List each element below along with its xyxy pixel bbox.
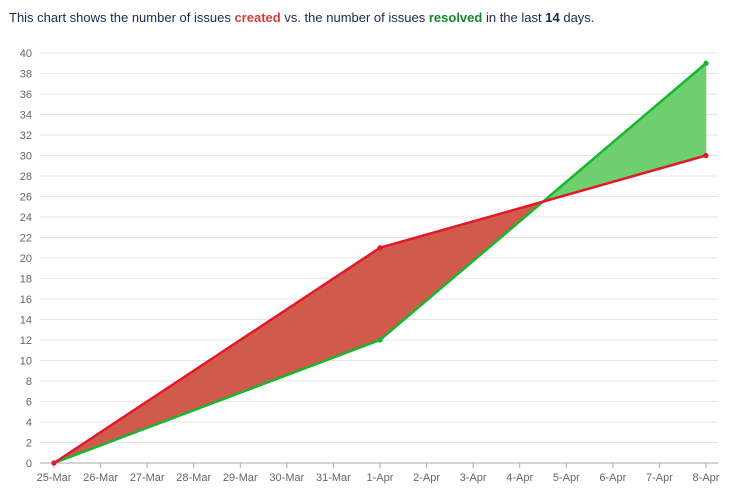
y-tick-label-0: 0 bbox=[26, 458, 32, 470]
caption-resolved-label: resolved bbox=[428, 10, 483, 25]
caption-prefix: This chart shows the number of issues bbox=[9, 10, 231, 25]
chart-caption: This chart shows the number of issues cr… bbox=[9, 10, 594, 25]
caption-suffix-before: in the last bbox=[485, 10, 542, 25]
y-tick-label-14: 14 bbox=[20, 315, 32, 327]
y-tick-label-12: 12 bbox=[20, 335, 32, 347]
caption-middle: vs. the number of issues bbox=[284, 10, 426, 25]
data-points bbox=[51, 60, 709, 466]
x-axis-tick-labels: 25-Mar 26-Mar 27-Mar 28-Mar 29-Mar 30-Mar 31-M… bbox=[37, 472, 720, 484]
caption-created-label: created bbox=[234, 10, 281, 25]
y-tick-label-22: 22 bbox=[20, 233, 32, 245]
x-tick-label-28-Mar: 28-Mar bbox=[176, 472, 211, 484]
y-tick-label-20: 20 bbox=[20, 253, 32, 265]
x-tick-label-31-Mar: 31-Mar bbox=[316, 472, 351, 484]
x-tick-label-2-Apr: 2-Apr bbox=[413, 472, 440, 484]
caption-days-count: 14 bbox=[545, 10, 560, 25]
y-tick-label-30: 30 bbox=[20, 151, 32, 163]
x-tick-label-27-Mar: 27-Mar bbox=[130, 472, 165, 484]
y-tick-label-10: 10 bbox=[20, 356, 32, 368]
y-tick-label-34: 34 bbox=[20, 110, 32, 122]
created-point-25-Mar bbox=[51, 460, 57, 466]
x-tick-label-29-Mar: 29-Mar bbox=[223, 472, 258, 484]
y-tick-label-36: 36 bbox=[20, 89, 32, 101]
y-tick-label-40: 40 bbox=[20, 48, 32, 60]
area-fill-segment-13 bbox=[659, 62, 707, 170]
x-tick-label-1-Apr: 1-Apr bbox=[367, 472, 394, 484]
x-tick-label-8-Apr: 8-Apr bbox=[693, 472, 720, 484]
x-tick-label-25-Mar: 25-Mar bbox=[37, 472, 72, 484]
axes bbox=[40, 462, 718, 468]
area-fills bbox=[53, 62, 707, 464]
area-fill-segment-3 bbox=[193, 339, 241, 411]
x-tick-label-6-Apr: 6-Apr bbox=[599, 472, 626, 484]
area-fill-segment-11 bbox=[565, 141, 614, 196]
y-tick-label-38: 38 bbox=[20, 69, 32, 81]
resolved-point-1-Apr bbox=[377, 337, 383, 343]
caption-suffix-after: days. bbox=[563, 10, 595, 25]
y-tick-label-18: 18 bbox=[20, 274, 32, 286]
area-fill-segment-9 bbox=[472, 207, 521, 262]
y-tick-label-2: 2 bbox=[26, 438, 32, 450]
area-fill-segment-7 bbox=[379, 234, 427, 341]
x-tick-label-30-Mar: 30-Mar bbox=[269, 472, 304, 484]
y-tick-label-8: 8 bbox=[26, 376, 32, 388]
y-tick-label-6: 6 bbox=[26, 397, 32, 409]
x-tick-label-7-Apr: 7-Apr bbox=[646, 472, 673, 484]
area-fill-segment-4 bbox=[239, 308, 288, 394]
y-tick-label-26: 26 bbox=[20, 192, 32, 204]
area-fill-segment-1 bbox=[100, 400, 148, 446]
y-tick-label-16: 16 bbox=[20, 294, 32, 306]
created-point-8-Apr bbox=[703, 152, 709, 159]
y-tick-label-24: 24 bbox=[20, 212, 32, 224]
y-tick-label-4: 4 bbox=[26, 417, 32, 429]
x-tick-label-3-Apr: 3-Apr bbox=[460, 472, 487, 484]
x-tick-label-5-Apr: 5-Apr bbox=[553, 472, 580, 484]
y-tick-label-28: 28 bbox=[20, 171, 32, 183]
x-tick-label-4-Apr: 4-Apr bbox=[506, 472, 533, 484]
resolved-point-8-Apr bbox=[703, 60, 709, 66]
created-point-1-Apr bbox=[377, 245, 383, 251]
y-tick-label-32: 32 bbox=[20, 130, 32, 142]
x-tick-label-26-Mar: 26-Mar bbox=[83, 472, 118, 484]
